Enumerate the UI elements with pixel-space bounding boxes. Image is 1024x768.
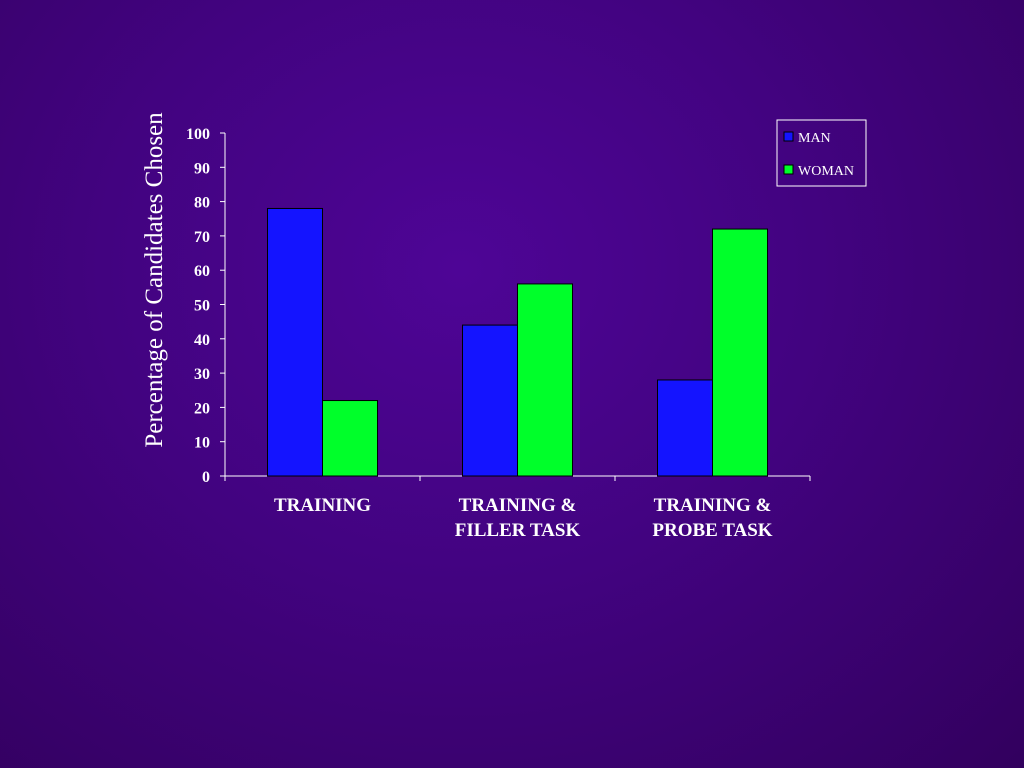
y-tick-label: 60 [194, 263, 210, 280]
y-tick-label: 40 [194, 332, 210, 349]
y-tick-label: 80 [194, 195, 210, 212]
legend-label-woman: WOMAN [798, 164, 854, 179]
legend: MAN WOMAN [776, 119, 867, 187]
y-tick-label: 70 [194, 229, 210, 246]
y-tick-label: 20 [194, 400, 210, 417]
legend-box [776, 119, 867, 187]
y-tick-label: 100 [186, 126, 210, 143]
bar-woman-2 [517, 283, 573, 477]
bar-woman-1 [322, 400, 378, 477]
bar-man-2 [462, 324, 518, 477]
y-tick-labels: 0 10 20 30 40 50 60 70 80 90 100 [186, 126, 210, 486]
bar-woman-3 [712, 228, 768, 477]
legend-swatch-woman [783, 164, 794, 175]
x-category-label: PROBE TASK [652, 520, 772, 541]
x-category-label: TRAINING & [459, 495, 577, 516]
y-tick-label: 10 [194, 435, 210, 452]
x-category-labels: TRAINING TRAINING & FILLER TASK TRAINING & P… [274, 495, 773, 541]
bar-man-1 [267, 207, 323, 477]
x-category-label: FILLER TASK [455, 520, 581, 541]
y-tick-label: 0 [202, 469, 210, 486]
y-tick-label: 30 [194, 366, 210, 383]
legend-swatch-man [783, 131, 794, 142]
bar-man-3 [657, 379, 713, 477]
y-tick-label: 50 [194, 298, 210, 315]
y-tick-label: 90 [194, 160, 210, 177]
x-category-label: TRAINING [274, 495, 371, 516]
y-axis-label: Percentage of Candidates Chosen [141, 112, 168, 448]
x-category-label: TRAINING & [654, 495, 772, 516]
bars [267, 207, 768, 477]
legend-label-man: MAN [798, 131, 831, 146]
